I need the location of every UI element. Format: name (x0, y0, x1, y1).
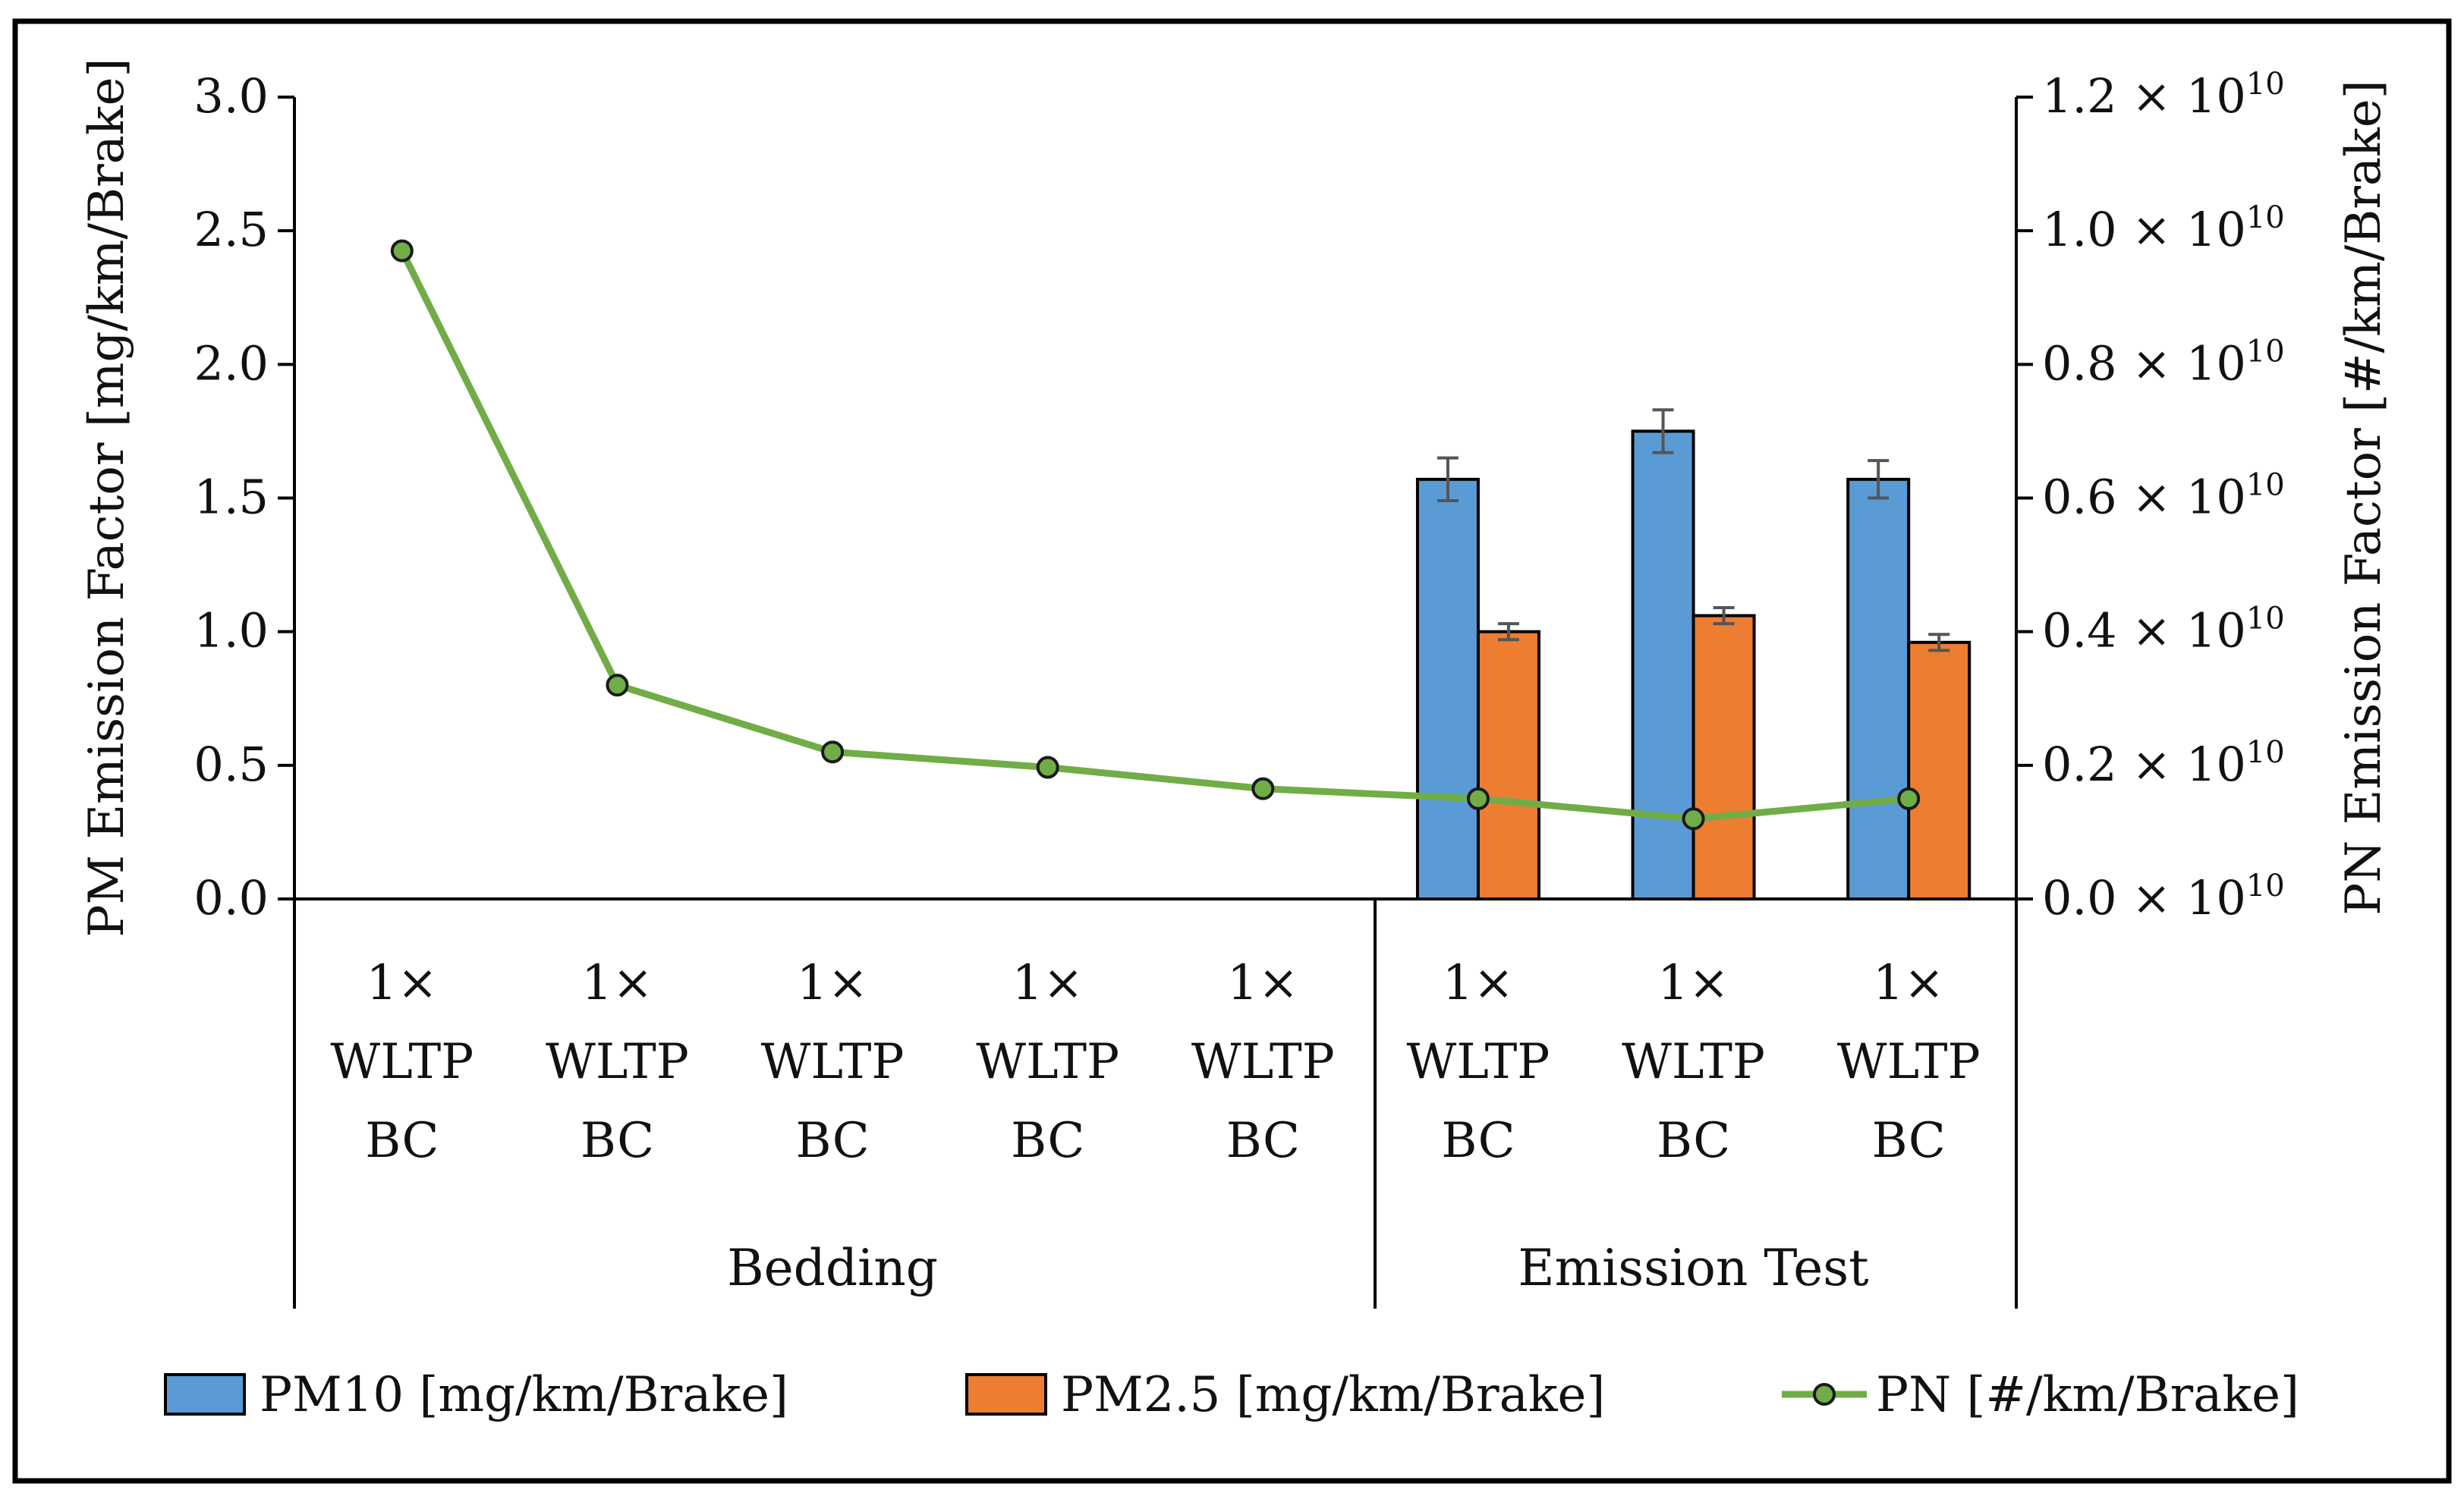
error-bars (1437, 408, 1950, 652)
group-labels: Bedding Emission Test (727, 1239, 1869, 1297)
left-tick-label: 3.0 (194, 68, 269, 124)
right-tick-label: 0.8 × 1010 (2042, 334, 2285, 391)
category-label: 1× (1657, 955, 1729, 1011)
bar-pm25 (1476, 630, 1540, 901)
left-tick-label: 0.0 (194, 870, 269, 926)
category-label: BC (1872, 1113, 1946, 1169)
right-tick-label: 1.2 × 1010 (2042, 67, 2285, 124)
group-label: Emission Test (1518, 1239, 1868, 1297)
category-label: BC (1226, 1113, 1300, 1169)
pn-point (1466, 787, 1490, 810)
category-label: WLTP (1407, 1034, 1550, 1090)
pn-point (1036, 756, 1059, 779)
category-label: WLTP (761, 1034, 905, 1090)
pn-point (821, 740, 845, 764)
category-labels: 1× WLTP BC 1× WLTP BC 1× WLTP BC 1× WLTP BC 1× WLTP BC… (330, 955, 1980, 1169)
category-label: 1× (1873, 955, 1944, 1011)
legend-marker (1813, 1383, 1836, 1406)
bar-pm10 (1846, 477, 1911, 900)
bar-pm10 (1415, 477, 1480, 900)
left-tick-label: 1.5 (194, 470, 269, 525)
category-label: 1× (581, 955, 653, 1011)
bar-pm25 (1907, 640, 1972, 900)
category-label: WLTP (1837, 1034, 1981, 1090)
right-tick-label: 0.4 × 1010 (2042, 602, 2285, 658)
category-label: 1× (1012, 955, 1084, 1011)
bar-series (1415, 429, 1972, 901)
legend: PM10 [mg/km/Brake] PM2.5 [mg/km/Brake] PN … (164, 1367, 2299, 1423)
pn-line (398, 249, 1909, 822)
left-tick-label: 1.0 (194, 603, 269, 658)
group-label: Bedding (727, 1239, 938, 1297)
right-y-axis-title: PN Emission Factor [#/km/Brake] (2336, 80, 2392, 915)
bar-pm25 (1691, 614, 1756, 900)
legend-label: PN [#/km/Brake] (1876, 1367, 2299, 1423)
category-label: 1× (1443, 955, 1514, 1011)
pn-point (606, 674, 629, 697)
legend-label: PM2.5 [mg/km/Brake] (1061, 1367, 1605, 1423)
category-label: BC (795, 1113, 869, 1169)
left-y-axis-ticks: 0.0 0.5 1.0 1.5 2.0 2.5 3.0 (194, 68, 294, 926)
category-label: BC (1441, 1113, 1515, 1169)
category-label: 1× (797, 955, 868, 1011)
left-tick-label: 2.0 (194, 335, 269, 391)
left-tick-label: 2.5 (194, 202, 269, 257)
pn-line-series (390, 239, 1921, 831)
right-tick-label: 0.2 × 1010 (2042, 735, 2285, 792)
category-label: BC (1011, 1113, 1084, 1169)
right-tick-label: 1.0 × 1010 (2042, 200, 2285, 257)
pn-point (390, 239, 414, 262)
category-label: WLTP (330, 1034, 474, 1090)
right-y-axis-ticks: 0.0 × 1010 0.2 × 1010 0.4 × 1010 0.6 × 1010… (2016, 67, 2285, 926)
pn-point (1682, 807, 1705, 831)
category-label: WLTP (1622, 1034, 1765, 1090)
category-label: 1× (367, 955, 438, 1011)
chart-frame (12, 18, 2452, 1484)
pn-point (1897, 787, 1921, 810)
right-tick-label: 0.0 × 1010 (2042, 869, 2285, 926)
left-tick-label: 0.5 (194, 737, 269, 792)
pn-point (1251, 777, 1275, 800)
legend-label: PM10 [mg/km/Brake] (260, 1367, 788, 1423)
right-tick-label: 0.6 × 1010 (2042, 468, 2285, 525)
category-label: BC (1657, 1113, 1730, 1169)
category-label: WLTP (1191, 1034, 1335, 1090)
legend-swatch (164, 1373, 246, 1416)
category-label: 1× (1227, 955, 1298, 1011)
category-label: BC (365, 1113, 439, 1169)
bar-pm10 (1631, 429, 1695, 900)
legend-swatch (965, 1373, 1047, 1416)
category-label: WLTP (546, 1034, 689, 1090)
category-label: BC (581, 1113, 654, 1169)
left-y-axis-title: PM Emission Factor [mg/km/Brake] (79, 58, 135, 938)
category-label: WLTP (976, 1034, 1119, 1090)
